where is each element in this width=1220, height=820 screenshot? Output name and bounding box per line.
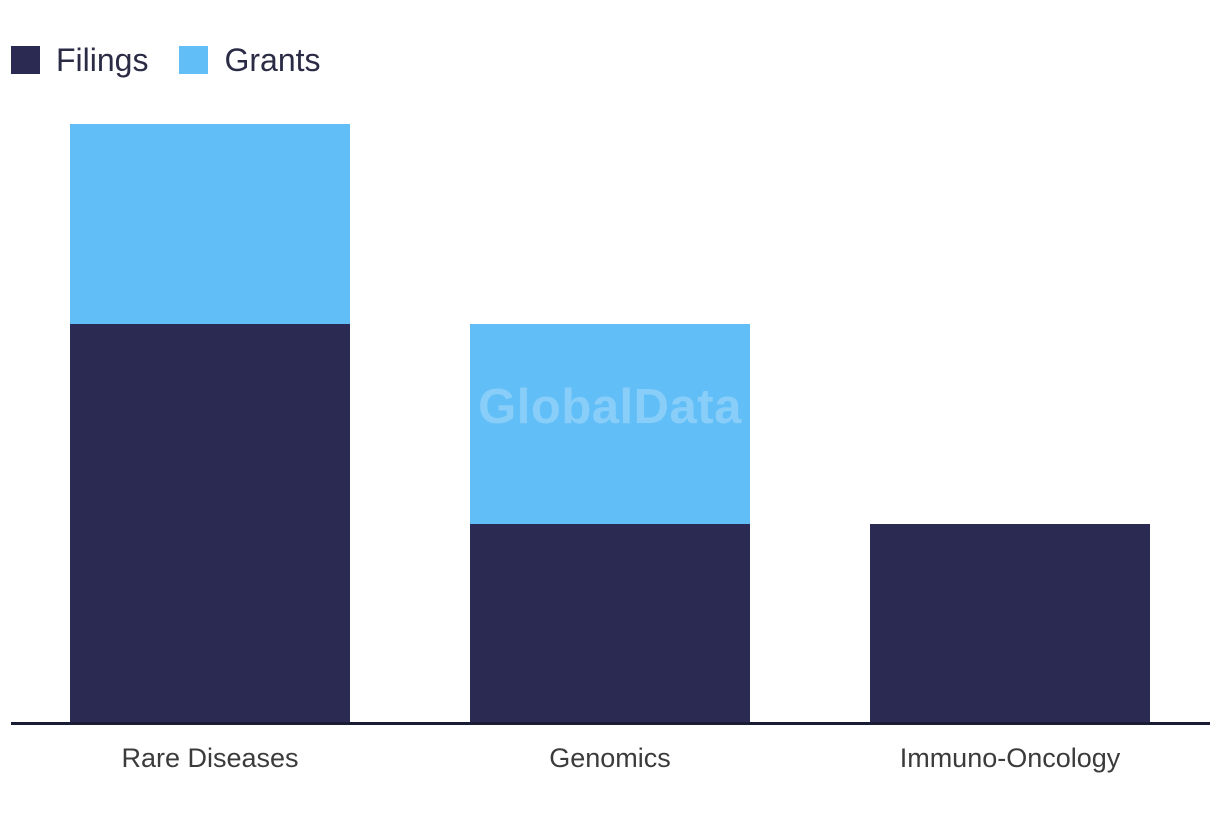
x-axis-line [11,722,1210,725]
legend-swatch-grants [179,46,209,74]
legend-swatch-filings [11,46,40,74]
legend-item-filings[interactable]: Filings [11,42,149,78]
legend-label-filings: Filings [56,42,149,78]
category-label-immuno-oncology: Immuno-Oncology [899,743,1121,773]
category-label-genomics: Genomics [549,743,671,773]
legend-item-grants[interactable]: Grants [179,42,321,78]
bar-segment-grants-rare-diseases[interactable] [70,124,350,324]
bar-segment-filings-immuno-oncology[interactable] [870,524,1150,724]
bar-segment-filings-genomics[interactable] [470,524,750,724]
category-label-rare-diseases: Rare Diseases [121,743,299,773]
bar-segment-filings-rare-diseases[interactable] [70,324,350,724]
legend-label-grants: Grants [224,42,321,78]
chart-legend: Filings Grants [11,42,321,78]
bar-segment-grants-genomics[interactable] [470,324,750,524]
